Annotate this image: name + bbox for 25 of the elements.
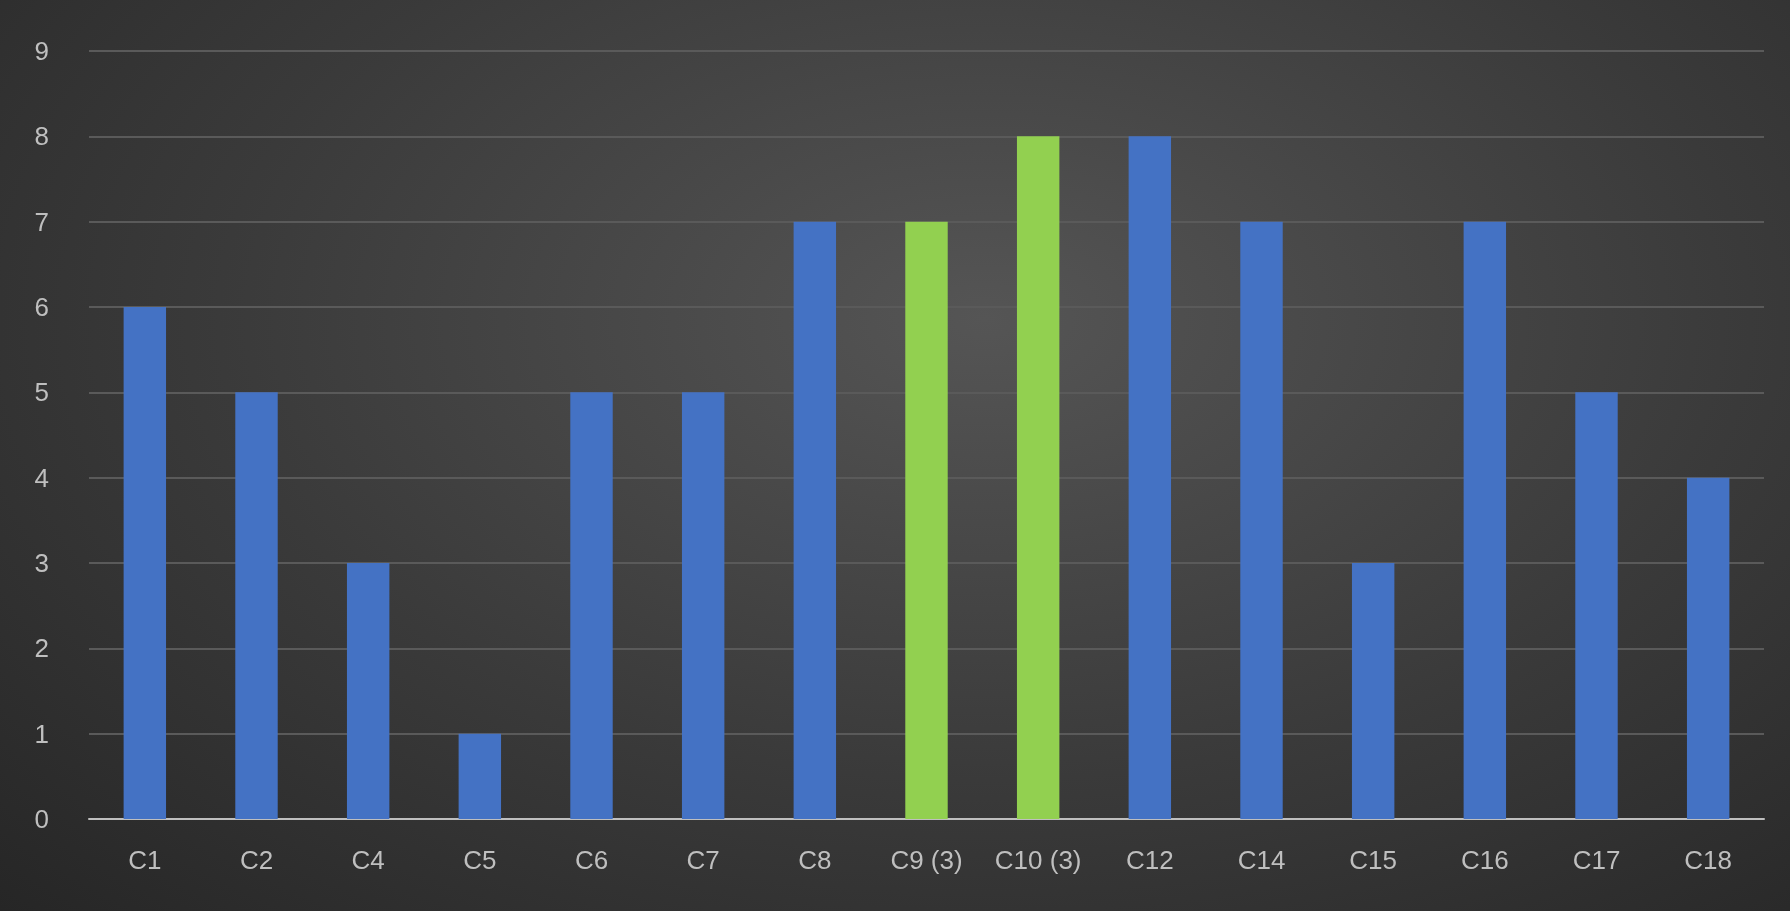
y-tick-label: 8 xyxy=(34,121,49,152)
x-tick-label: C14 xyxy=(1237,845,1286,875)
x-tick-label: C15 xyxy=(1349,845,1398,875)
x-tick-label: C6 xyxy=(574,845,609,875)
y-tick-label: 6 xyxy=(34,292,49,322)
y-tick-label: 2 xyxy=(34,633,49,664)
y-tick-label: 9 xyxy=(34,36,49,66)
x-tick-label: C1 xyxy=(128,845,162,875)
x-tick-label: C5 xyxy=(463,845,497,875)
y-tick-label: 4 xyxy=(34,462,49,493)
x-tick-label: C10 (3) xyxy=(994,845,1082,875)
y-tick-label: 5 xyxy=(34,377,49,408)
x-tick-label: C4 xyxy=(351,845,385,875)
x-tick-label: C9 (3) xyxy=(890,845,963,875)
x-tick-label: C16 xyxy=(1460,845,1509,875)
x-tick-label: C2 xyxy=(239,845,274,875)
y-tick-label: 0 xyxy=(34,804,49,834)
x-tick-label: C18 xyxy=(1684,845,1733,875)
y-tick-label: 1 xyxy=(34,718,49,749)
x-tick-label: C12 xyxy=(1125,845,1174,875)
x-tick-label: C17 xyxy=(1572,845,1621,875)
y-tick-label: 7 xyxy=(34,206,49,237)
y-tick-label: 3 xyxy=(34,548,49,578)
x-tick-label: C8 xyxy=(798,845,832,875)
x-tick-label: C7 xyxy=(686,845,720,875)
